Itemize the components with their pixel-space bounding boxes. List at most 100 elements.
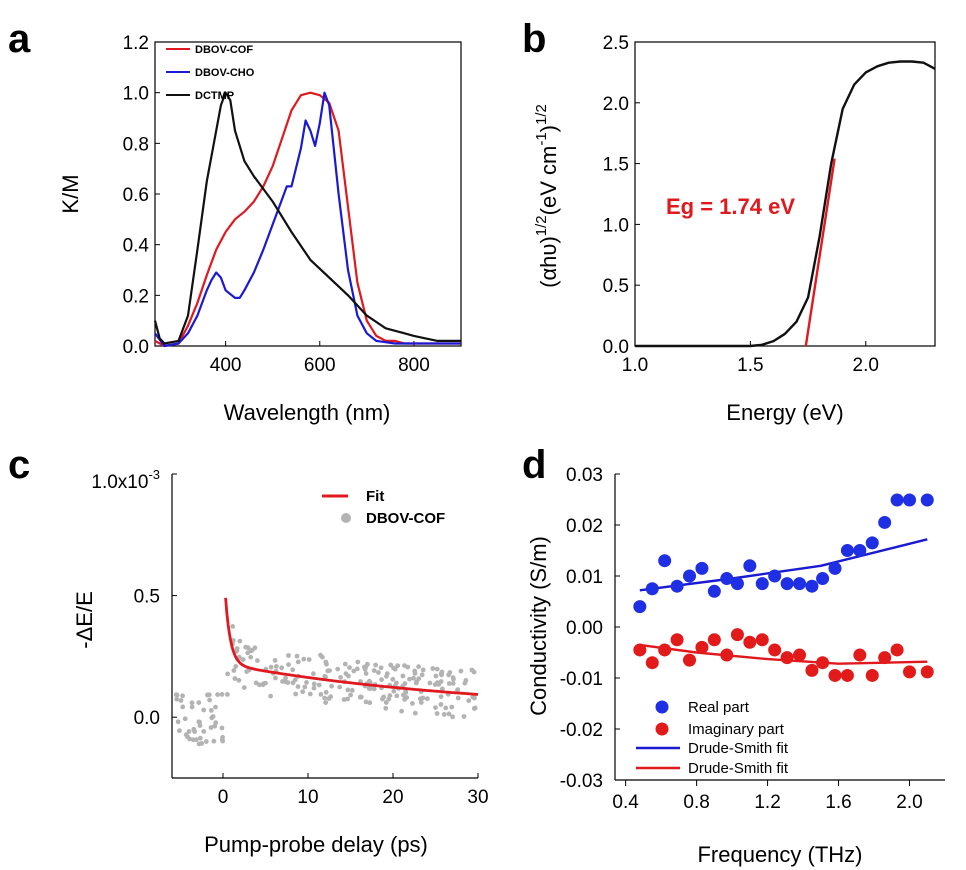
data-point-real: [878, 515, 892, 529]
data-point-dbov-cof: [280, 679, 285, 684]
data-point-dbov-cof: [183, 732, 189, 738]
data-point-dbov-cof: [249, 647, 255, 653]
data-point-real: [828, 561, 842, 575]
data-point-dbov-cof: [286, 653, 291, 658]
data-point-real: [695, 561, 709, 575]
data-point-dbov-cof: [306, 657, 312, 662]
data-point-real: [743, 559, 757, 573]
chart-panel-d: -0.03 -0.02 -0.01 0.00 0.01 0.02 0.03 0.4 0.8 1.2…: [526, 465, 945, 867]
data-point-real: [633, 600, 647, 614]
data-point-real: [920, 493, 934, 507]
data-point-dbov-cof: [419, 672, 425, 678]
data-point-dbov-cof: [293, 691, 299, 697]
data-point-dbov-cof: [471, 706, 477, 711]
data-point-dbov-cof: [273, 664, 279, 669]
data-point-dbov-cof: [294, 653, 300, 659]
data-point-real: [840, 544, 854, 557]
legend-label-dctmp: DCTMP: [195, 90, 234, 102]
data-point-dbov-cof: [215, 692, 221, 697]
data-point-dbov-cof: [322, 674, 328, 679]
data-point-dbov-cof: [347, 665, 352, 670]
data-point-dbov-cof: [425, 696, 430, 702]
data-point-dbov-cof: [208, 708, 214, 713]
y-axis-label-part-b: (αhυ): [536, 236, 561, 288]
data-point-dbov-cof: [400, 673, 406, 679]
data-point-dbov-cof: [241, 685, 247, 690]
data-point-dbov-cof: [433, 673, 439, 679]
data-point-imaginary: [878, 651, 892, 665]
x-tick-label-b: 1.5: [737, 355, 763, 376]
data-point-dbov-cof: [201, 707, 207, 713]
x-tick-label-a: 400: [210, 355, 242, 376]
data-point-dbov-cof: [388, 662, 394, 668]
data-point-dbov-cof: [348, 692, 353, 698]
data-point-dbov-cof: [394, 693, 400, 699]
data-point-imaginary: [793, 648, 807, 662]
panel-letter-a: a: [8, 17, 31, 61]
data-point-dbov-cof: [351, 668, 357, 674]
fit-line: [224, 597, 479, 696]
data-point-real: [793, 577, 807, 591]
data-point-dbov-cof: [418, 700, 424, 705]
data-point-dbov-cof: [441, 712, 447, 717]
data-point-dbov-cof: [455, 687, 461, 692]
legend-marker-imaginary: [655, 722, 669, 736]
data-point-dbov-cof: [381, 694, 387, 700]
data-point-imaginary: [707, 633, 721, 647]
data-point-dbov-cof: [189, 700, 195, 706]
data-point-imaginary: [633, 643, 647, 657]
data-point-dbov-cof: [371, 686, 377, 692]
data-point-imaginary: [658, 643, 672, 657]
y-tick-label-a: 0.0: [123, 337, 149, 358]
x-tick-label-c: 20: [382, 787, 403, 808]
data-point-dbov-cof: [354, 666, 360, 672]
y-tick-label-d: -0.01: [560, 669, 603, 690]
data-point-imaginary: [920, 665, 934, 679]
legend-label-fit-real: Drude-Smith fit: [688, 740, 789, 757]
tauc-fit-line: [804, 158, 836, 347]
data-point-dbov-cof: [378, 665, 384, 671]
data-point-dbov-cof: [320, 654, 325, 660]
data-point-dbov-cof: [357, 694, 363, 700]
legend-marker-dbov-cof: [341, 513, 351, 523]
y-axis-label-part-b: 1/2: [533, 215, 550, 236]
data-point-dbov-cof: [443, 705, 449, 711]
data-point-imaginary: [755, 633, 769, 647]
data-point-dbov-cof: [279, 665, 285, 671]
y-tick-label-c: 0.5: [134, 587, 160, 608]
data-point-real: [730, 577, 744, 591]
data-point-dbov-cof: [404, 695, 410, 700]
data-point-dbov-cof: [410, 701, 415, 706]
data-point-dbov-cof: [295, 659, 301, 665]
data-point-imaginary: [730, 628, 744, 642]
data-point-imaginary: [853, 648, 867, 662]
chart-panel-b: 0.0 0.5 1.0 1.5 2.0 2.5 1.0 1.5 2.0 Eg = 1.74 eV E…: [533, 33, 936, 425]
data-point-imaginary: [840, 668, 854, 682]
data-point-dbov-cof: [245, 645, 251, 651]
data-point-dbov-cof: [342, 661, 348, 667]
x-tick-label-b: 2.0: [853, 355, 879, 376]
data-point-dbov-cof: [446, 672, 451, 678]
data-point-dbov-cof: [413, 680, 419, 686]
y-tick-label-c: 0.0: [134, 708, 160, 729]
y-axis-label-d: Conductivity (S/m): [526, 536, 551, 716]
data-point-dbov-cof: [175, 719, 181, 725]
data-point-dbov-cof: [407, 676, 412, 682]
data-point-dbov-cof: [290, 667, 296, 673]
data-point-dbov-cof: [469, 667, 475, 673]
data-point-dbov-cof: [373, 662, 378, 668]
x-tick-label-d: 0.4: [612, 792, 639, 813]
y-multiplier-label-c: 1.0x10-3: [91, 467, 160, 493]
data-point-dbov-cof: [416, 676, 422, 682]
x-tick-label-a: 600: [304, 355, 336, 376]
data-point-dbov-cof: [196, 700, 202, 705]
x-tick-label-a: 800: [398, 355, 430, 376]
y-axis-label-a: K/M: [58, 174, 83, 213]
data-point-dbov-cof: [434, 666, 440, 672]
data-point-dbov-cof: [197, 735, 203, 741]
y-axis-label-part-b: ): [536, 125, 561, 132]
data-point-imaginary: [805, 663, 819, 677]
data-point-dbov-cof: [268, 664, 274, 670]
data-point-dbov-cof: [363, 671, 369, 676]
x-tick-label-c: 30: [467, 787, 488, 808]
